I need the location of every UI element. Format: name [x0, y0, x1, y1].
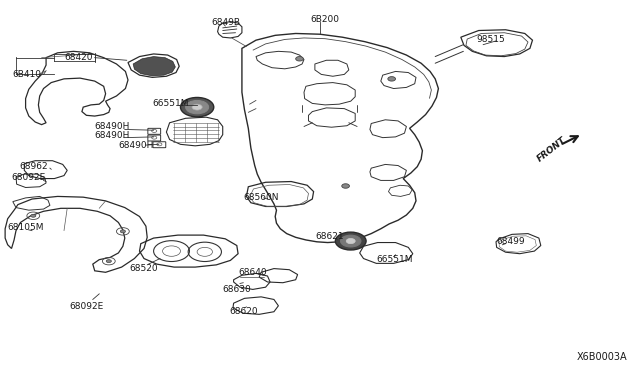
Text: 68499: 68499 — [496, 237, 525, 246]
Text: 68630: 68630 — [223, 285, 252, 294]
Text: 68490H: 68490H — [95, 131, 130, 140]
Text: X6B0003A: X6B0003A — [577, 352, 627, 362]
Text: 68092E: 68092E — [69, 302, 104, 311]
Text: 6849B: 6849B — [211, 18, 240, 27]
Polygon shape — [133, 57, 175, 76]
Circle shape — [31, 214, 36, 217]
Circle shape — [192, 104, 202, 110]
Circle shape — [342, 184, 349, 188]
Text: 68560N: 68560N — [243, 193, 278, 202]
Text: 68620: 68620 — [229, 307, 258, 316]
Circle shape — [106, 260, 111, 263]
Text: 6B200: 6B200 — [310, 15, 339, 24]
Text: 68621: 68621 — [315, 232, 344, 241]
Text: 6B410: 6B410 — [13, 70, 42, 79]
Circle shape — [346, 238, 355, 244]
Text: 68962: 68962 — [19, 162, 48, 171]
Circle shape — [180, 97, 214, 117]
Text: 68105M: 68105M — [8, 223, 44, 232]
Text: 98515: 98515 — [477, 35, 506, 44]
Circle shape — [186, 100, 209, 114]
Text: 68490H: 68490H — [118, 141, 154, 150]
Text: 68640: 68640 — [238, 268, 267, 277]
Circle shape — [388, 77, 396, 81]
Circle shape — [296, 57, 303, 61]
Circle shape — [335, 232, 366, 250]
Text: 68490H: 68490H — [95, 122, 130, 131]
Circle shape — [340, 235, 361, 247]
Text: 68420: 68420 — [64, 53, 93, 62]
Circle shape — [120, 230, 125, 233]
Text: FRONT: FRONT — [536, 135, 568, 164]
Text: 66551M: 66551M — [152, 99, 189, 108]
Text: 66551M: 66551M — [376, 255, 413, 264]
Text: 68520: 68520 — [129, 264, 158, 273]
Text: 68092E: 68092E — [12, 173, 46, 182]
